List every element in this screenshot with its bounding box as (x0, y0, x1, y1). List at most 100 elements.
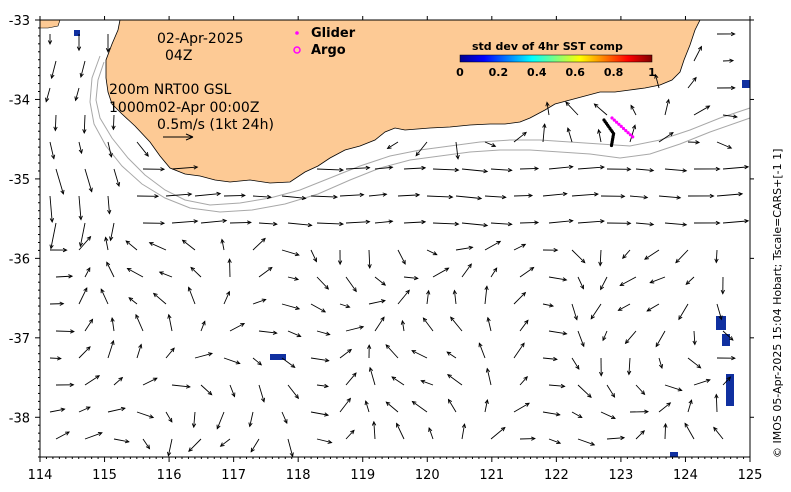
current-vector (571, 357, 580, 370)
current-vector (655, 330, 666, 348)
current-vector (566, 127, 573, 143)
current-vector (142, 377, 158, 386)
current-vector (658, 131, 674, 143)
current-vector (49, 141, 56, 160)
current-vector (339, 397, 352, 413)
current-vector (104, 236, 109, 251)
current-vector (310, 249, 317, 263)
current-vector (548, 438, 562, 445)
current-vector (364, 400, 370, 413)
current-vector (385, 401, 399, 413)
current-vector (687, 76, 697, 89)
current-vector (693, 220, 721, 226)
current-vector (281, 357, 296, 368)
current-vector (411, 350, 428, 359)
current-vector (411, 400, 428, 413)
current-vector (374, 276, 387, 286)
current-vector (223, 193, 246, 198)
current-vector (542, 247, 559, 253)
current-vector (678, 303, 689, 321)
current-vector (403, 219, 427, 225)
current-vector (545, 101, 550, 116)
isobath-1000m (89, 55, 751, 213)
current-vector (577, 330, 585, 348)
current-vector (281, 249, 300, 257)
current-vector (128, 297, 138, 305)
current-vector (478, 342, 486, 359)
current-vector (513, 291, 527, 305)
current-vector (367, 249, 372, 269)
current-vector (577, 438, 596, 446)
current-vector (577, 276, 584, 290)
current-vector (693, 45, 702, 62)
current-vector (720, 276, 725, 295)
glider-position (626, 131, 630, 135)
current-vector (490, 267, 498, 278)
current-vector (600, 276, 608, 291)
depth-label-1000m: 1000m02-Apr 00:00Z (109, 100, 259, 116)
current-vector (716, 192, 744, 197)
current-vector (590, 303, 602, 320)
current-vector (548, 276, 568, 282)
current-vector (171, 219, 199, 224)
current-vector (339, 348, 353, 359)
current-vector (106, 261, 115, 278)
current-vector (513, 131, 527, 143)
current-vector (165, 347, 175, 359)
current-vector (484, 285, 489, 305)
current-vector (455, 195, 483, 201)
current-vector (78, 235, 92, 251)
current-vector (374, 165, 394, 170)
current-vector (107, 339, 115, 359)
current-vector (316, 438, 333, 444)
current-vector (152, 292, 167, 305)
current-vector (248, 411, 254, 428)
current-vector (337, 249, 343, 266)
current-vector (644, 249, 660, 260)
x-tick-label: 124 (673, 468, 698, 483)
legend-glider-label: Glider (311, 26, 356, 41)
current-vector (571, 192, 599, 197)
current-vector (397, 192, 421, 198)
current-vector (287, 438, 294, 458)
current-vector (49, 222, 57, 250)
current-vector (484, 240, 502, 251)
current-vector (461, 423, 467, 440)
current-vector (191, 411, 197, 429)
glider-position (615, 120, 619, 124)
current-vector (374, 219, 394, 224)
current-vector (84, 168, 93, 193)
current-vector (722, 330, 734, 341)
y-tick-label: -36 (9, 252, 30, 267)
date-label: 02-Apr-2025 (157, 31, 244, 47)
current-vector (113, 438, 130, 444)
current-vector (461, 222, 489, 228)
current-vector (339, 192, 365, 198)
current-vector (252, 357, 263, 366)
current-vector (84, 267, 91, 278)
current-vector (287, 330, 302, 338)
y-tick-label: -34 (9, 93, 30, 108)
current-vector (109, 222, 115, 242)
time-label: 04Z (165, 48, 192, 64)
current-vector (716, 31, 736, 37)
current-vector (316, 221, 345, 227)
current-vector (600, 411, 616, 419)
legend: Glider Argo (293, 26, 356, 58)
current-vector (49, 407, 66, 413)
current-vector (452, 289, 457, 305)
current-vector (345, 165, 371, 171)
colorbar-tick-label: 0.6 (565, 66, 585, 79)
glider-position (631, 135, 635, 139)
current-vector (565, 101, 579, 116)
current-vector (136, 411, 155, 419)
current-vector (396, 422, 405, 440)
current-vector (171, 165, 199, 170)
colorbar: std dev of 4hr SST comp 0 0.2 0.4 0.6 0.8 1 (456, 40, 656, 79)
current-vector (386, 141, 399, 150)
current-vector (55, 431, 70, 440)
y-tick-label: -33 (9, 14, 30, 29)
current-vector (714, 249, 719, 264)
current-vector (627, 357, 632, 376)
current-vector (310, 303, 327, 313)
